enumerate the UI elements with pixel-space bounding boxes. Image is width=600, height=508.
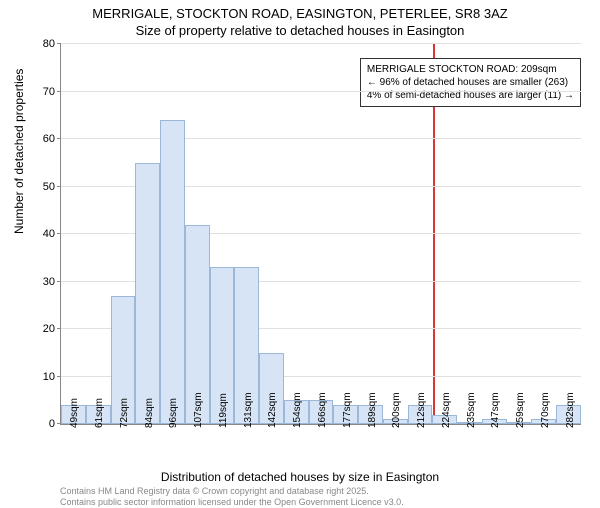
y-tick-label: 70 xyxy=(43,86,61,98)
y-tick-label: 40 xyxy=(43,228,61,240)
footer-attribution: Contains HM Land Registry data © Crown c… xyxy=(60,486,404,508)
gridline xyxy=(61,43,581,44)
y-tick-label: 20 xyxy=(43,323,61,335)
histogram-bar xyxy=(160,120,185,424)
x-tick-label: 282sqm xyxy=(565,392,576,428)
x-tick-label: 212sqm xyxy=(416,392,427,428)
footer-line-1: Contains HM Land Registry data © Crown c… xyxy=(60,486,404,497)
y-tick-label: 60 xyxy=(43,133,61,145)
x-tick-label: 131sqm xyxy=(243,392,254,428)
y-axis-label: Number of detached properties xyxy=(12,69,26,234)
x-tick-label: 96sqm xyxy=(168,398,179,428)
y-tick-label: 50 xyxy=(43,181,61,193)
plot-area: MERRIGALE STOCKTON ROAD: 209sqm ← 96% of… xyxy=(60,44,581,425)
x-tick-label: 270sqm xyxy=(540,392,551,428)
x-tick-label: 177sqm xyxy=(342,392,353,428)
x-tick-label: 84sqm xyxy=(144,398,155,428)
x-tick-label: 200sqm xyxy=(391,392,402,428)
histogram-bar xyxy=(135,163,160,424)
annotation-box: MERRIGALE STOCKTON ROAD: 209sqm ← 96% of… xyxy=(360,58,581,107)
gridline xyxy=(61,138,581,139)
x-tick-label: 166sqm xyxy=(317,392,328,428)
y-tick-label: 0 xyxy=(49,418,61,430)
x-tick-label: 61sqm xyxy=(94,398,105,428)
x-tick-label: 247sqm xyxy=(490,392,501,428)
title-line-1: MERRIGALE, STOCKTON ROAD, EASINGTON, PET… xyxy=(0,6,600,23)
x-tick-label: 119sqm xyxy=(218,393,229,428)
x-tick-label: 224sqm xyxy=(441,392,452,428)
chart-container: MERRIGALE, STOCKTON ROAD, EASINGTON, PET… xyxy=(0,0,600,500)
y-tick-label: 30 xyxy=(43,276,61,288)
x-tick-label: 49sqm xyxy=(69,398,80,428)
x-axis-label: Distribution of detached houses by size … xyxy=(0,470,600,484)
y-tick-label: 80 xyxy=(43,38,61,50)
x-tick-label: 235sqm xyxy=(466,392,477,428)
x-tick-label: 72sqm xyxy=(119,398,130,428)
annotation-line-1: MERRIGALE STOCKTON ROAD: 209sqm xyxy=(367,63,574,76)
y-tick-label: 10 xyxy=(43,371,61,383)
x-tick-label: 107sqm xyxy=(193,392,204,428)
gridline xyxy=(61,91,581,92)
x-tick-label: 142sqm xyxy=(267,392,278,428)
annotation-line-2: ← 96% of detached houses are smaller (26… xyxy=(367,76,574,89)
x-tick-label: 154sqm xyxy=(292,392,303,428)
x-tick-label: 259sqm xyxy=(515,392,526,428)
title-line-2: Size of property relative to detached ho… xyxy=(0,23,600,40)
chart-title: MERRIGALE, STOCKTON ROAD, EASINGTON, PET… xyxy=(0,0,600,40)
footer-line-2: Contains public sector information licen… xyxy=(60,497,404,508)
x-tick-label: 189sqm xyxy=(367,392,378,428)
